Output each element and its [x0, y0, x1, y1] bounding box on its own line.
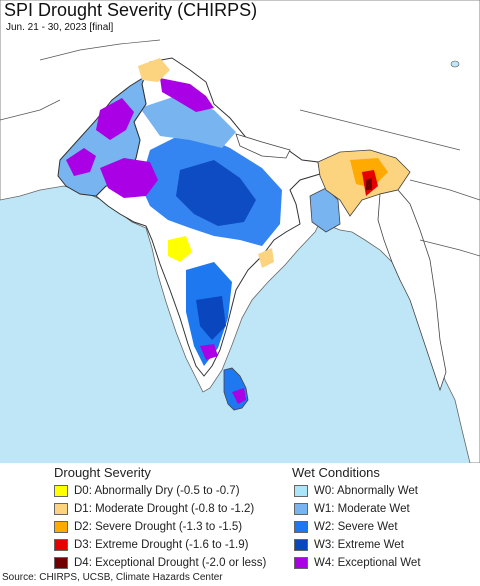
w4-southtip — [200, 344, 218, 360]
w4-kp — [96, 98, 134, 140]
legend-swatch-d0 — [54, 485, 68, 497]
legend-label-d1: D1: Moderate Drought (-0.8 to -1.2) — [74, 503, 255, 515]
legend-label-w3: W3: Extreme Wet — [314, 539, 404, 551]
border-line — [0, 39, 480, 257]
w4-balochistan — [66, 148, 96, 176]
source-credit: Source: CHIRPS, UCSB, Climate Hazards Ce… — [2, 572, 223, 583]
dry-region-east — [258, 248, 274, 268]
legend-label-d0: D0: Abnormally Dry (-0.5 to -0.7) — [74, 485, 240, 497]
map-subtitle: Jun. 21 - 30, 2023 [final] — [6, 22, 114, 33]
wet-region-north — [140, 96, 236, 148]
legend-swatch-d3 — [54, 539, 68, 551]
w4-sindh — [100, 158, 158, 198]
legend-swatch-d2 — [54, 521, 68, 533]
map-panel: SPI Drought Severity (CHIRPS) Jun. 21 - … — [0, 0, 480, 463]
sri-lanka-w4 — [232, 388, 246, 404]
legend: Drought Severity Wet Conditions D0: Abno… — [0, 463, 480, 575]
legend-label-w1: W1: Moderate Wet — [314, 503, 410, 515]
legend-label-d3: D3: Extreme Drought (-1.6 to -1.9) — [74, 539, 249, 551]
legend-label-w4: W4: Exceptional Wet — [314, 557, 421, 569]
legend-swatch-w1 — [294, 503, 308, 515]
ne-drought-exceptional — [366, 178, 372, 190]
lake — [450, 60, 460, 68]
legend-swatch-d4 — [54, 557, 68, 569]
legend-swatch-w3 — [294, 539, 308, 551]
dry-north — [138, 58, 170, 82]
dry-region-deccan — [168, 236, 192, 262]
legend-label-w2: W2: Severe Wet — [314, 521, 398, 533]
legend-label-w0: W0: Abnormally Wet — [314, 485, 418, 497]
wet-region-south-dark — [196, 296, 226, 340]
map-title: SPI Drought Severity (CHIRPS) — [4, 0, 258, 20]
w4-kashmir — [160, 78, 214, 112]
wet-conditions-heading: Wet Conditions — [292, 465, 380, 480]
legend-swatch-w2 — [294, 521, 308, 533]
myanmar — [377, 189, 447, 392]
wet-region-central-dark — [176, 160, 256, 226]
legend-label-d2: D2: Severe Drought (-1.3 to -1.5) — [74, 521, 243, 533]
legend-swatch-w0 — [294, 485, 308, 497]
drought-map — [0, 0, 480, 463]
nepal — [235, 133, 291, 159]
legend-swatch-w4 — [294, 557, 308, 569]
drought-severity-heading: Drought Severity — [54, 465, 151, 480]
legend-label-d4: D4: Exceptional Drought (-2.0 or less) — [74, 557, 267, 569]
legend-swatch-d1 — [54, 503, 68, 515]
